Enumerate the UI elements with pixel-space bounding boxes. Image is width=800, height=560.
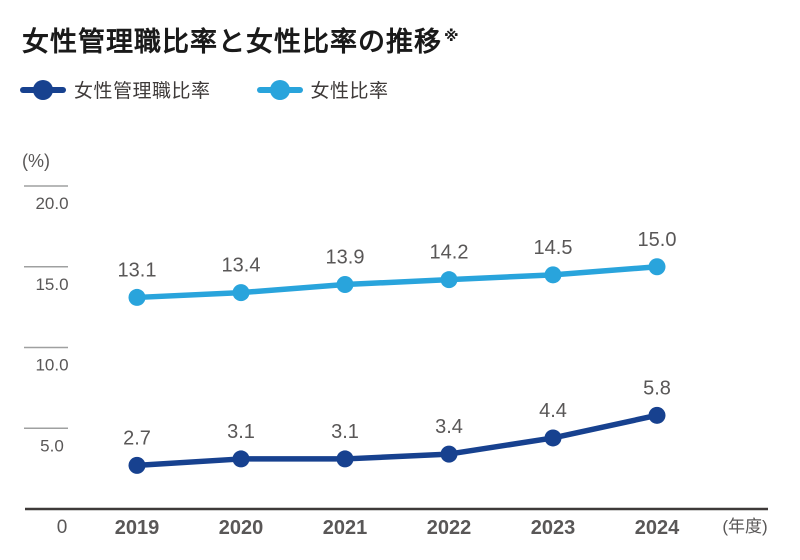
data-label: 2.7 <box>123 427 151 449</box>
data-point <box>440 445 458 463</box>
data-label: 3.4 <box>435 416 463 438</box>
y-axis-unit-label: (%) <box>22 151 50 171</box>
data-label: 3.1 <box>331 421 359 443</box>
data-label: 14.5 <box>534 237 573 259</box>
data-point <box>128 288 146 306</box>
legend-item-female-ratio: 女性比率 <box>256 76 389 103</box>
legend: 女性管理職比率 女性比率 <box>20 76 389 103</box>
legend-line-dot-icon <box>256 79 303 100</box>
data-label: 14.2 <box>430 242 469 264</box>
series-line-0 <box>134 412 660 469</box>
data-point <box>544 266 562 284</box>
legend-label-female-ratio: 女性比率 <box>310 81 389 102</box>
data-label: 5.8 <box>643 377 671 399</box>
y-tick-label: 10.0 <box>35 356 68 375</box>
data-point <box>336 276 354 294</box>
y-zero-label: 0 <box>57 517 68 538</box>
data-point <box>544 429 562 447</box>
data-label: 13.9 <box>326 247 365 269</box>
data-label: 3.1 <box>227 421 255 443</box>
x-tick-label: 2020 <box>219 517 264 539</box>
data-label: 4.4 <box>539 400 567 422</box>
line-chart: (%) 20.0 15.0 10.0 5.0 2.7 3.1 3.1 3.4 4.4 5.8 13.1… <box>22 151 768 539</box>
series-line-1 <box>134 264 660 301</box>
data-point <box>336 450 354 468</box>
data-label: 13.1 <box>118 259 157 281</box>
data-point <box>440 271 458 289</box>
chart-title-text: 女性管理職比率と女性比率の推移 <box>22 27 442 57</box>
y-tick-label: 5.0 <box>40 436 64 455</box>
legend-item-female-managers-ratio: 女性管理職比率 <box>20 76 211 103</box>
y-tick-label: 15.0 <box>35 275 68 294</box>
data-point <box>648 406 666 424</box>
y-tick-label: 20.0 <box>35 194 68 213</box>
data-point <box>232 284 250 302</box>
data-point <box>128 456 146 474</box>
x-tick-label: 2021 <box>323 517 368 539</box>
x-axis-unit-label: (年度) <box>722 517 767 536</box>
data-label: 15.0 <box>638 229 677 251</box>
data-label: 13.4 <box>222 255 261 277</box>
x-tick-label: 2022 <box>427 517 472 539</box>
legend-label-female-managers-ratio: 女性管理職比率 <box>74 81 211 102</box>
data-point <box>232 450 250 468</box>
x-tick-label: 2019 <box>115 517 160 539</box>
legend-line-dot-icon <box>20 79 66 100</box>
x-tick-label: 2023 <box>531 517 576 539</box>
chart-title: 女性管理職比率と女性比率の推移 ※ <box>22 26 460 58</box>
data-point <box>648 258 666 276</box>
x-tick-label: 2024 <box>635 517 680 539</box>
chart-title-note: ※ <box>444 28 460 45</box>
